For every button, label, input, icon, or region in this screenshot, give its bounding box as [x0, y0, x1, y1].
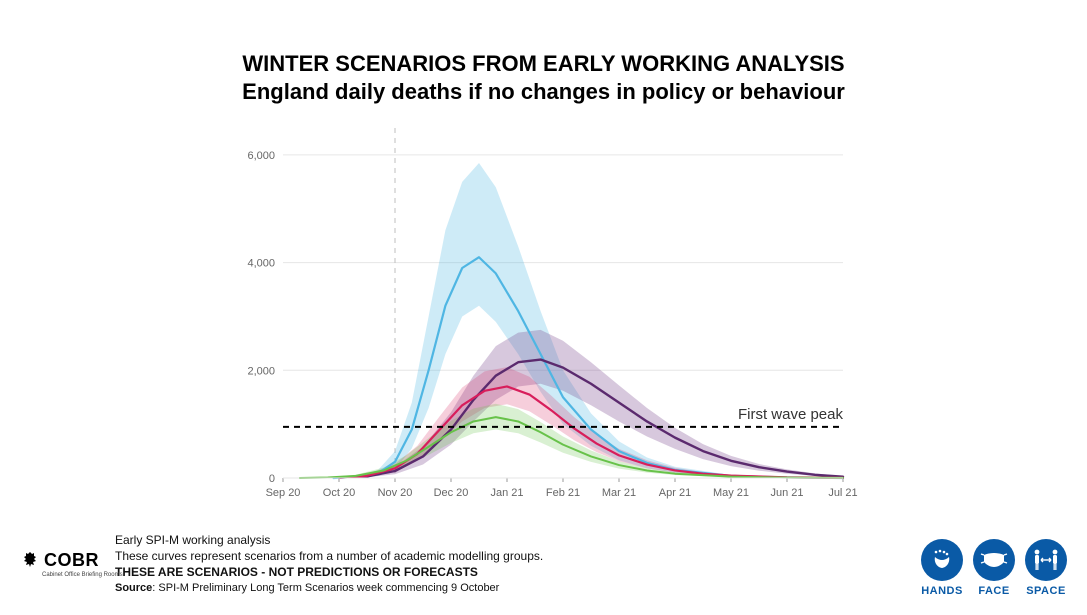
title-line-1: WINTER SCENARIOS FROM EARLY WORKING ANAL…: [0, 50, 1087, 78]
crest-icon: [22, 551, 38, 571]
xtick-label: May 21: [713, 487, 749, 499]
title-line-2: England daily deaths if no changes in po…: [0, 78, 1087, 106]
footer-source-label: Source: [115, 582, 152, 594]
footer-source: Source: SPI-M Preliminary Long Term Scen…: [115, 581, 543, 596]
ytick-label: 6,000: [247, 150, 275, 162]
cobr-label: COBR: [44, 550, 99, 571]
xtick-label: Jan 21: [490, 487, 523, 499]
hfs-label-face: FACE: [978, 585, 1009, 597]
slide: WINTER SCENARIOS FROM EARLY WORKING ANAL…: [0, 0, 1087, 615]
xtick-label: Feb 21: [546, 487, 580, 499]
hands-face-space: HANDS FACE SPACE: [921, 539, 1067, 597]
face-icon: [973, 539, 1015, 581]
space-icon: [1025, 539, 1067, 581]
hands-icon: [921, 539, 963, 581]
ytick-label: 2,000: [247, 365, 275, 377]
footer-source-text: : SPI-M Preliminary Long Term Scenarios …: [152, 582, 499, 594]
hfs-label-hands: HANDS: [921, 585, 963, 597]
xtick-label: Oct 20: [323, 487, 355, 499]
hfs-hands: HANDS: [921, 539, 963, 597]
cobr-logo: COBR Cabinet Office Briefing Rooms: [22, 550, 99, 571]
hfs-face: FACE: [973, 539, 1015, 597]
ytick-label: 0: [269, 473, 275, 485]
first-wave-peak-label: First wave peak: [738, 406, 844, 423]
chart: First wave peak 0 2,000 4,000 6,000 Sep 20 Oct…: [235, 118, 875, 518]
xtick-label: Dec 20: [434, 487, 469, 499]
footer-line-3: THESE ARE SCENARIOS - NOT PREDICTIONS OR…: [115, 564, 543, 580]
xtick-label: Jul 21: [828, 487, 857, 499]
xtick-label: Jun 21: [770, 487, 803, 499]
hfs-space: SPACE: [1025, 539, 1067, 597]
footer-text: Early SPI-M working analysis These curve…: [115, 532, 543, 595]
xtick-label: Sep 20: [266, 487, 301, 499]
hfs-label-space: SPACE: [1026, 585, 1066, 597]
xtick-label: Apr 21: [659, 487, 691, 499]
xtick-label: Mar 21: [602, 487, 636, 499]
xtick-label: Nov 20: [378, 487, 413, 499]
title-block: WINTER SCENARIOS FROM EARLY WORKING ANAL…: [0, 50, 1087, 105]
footer-line-2: These curves represent scenarios from a …: [115, 548, 543, 564]
footer-line-1: Early SPI-M working analysis: [115, 532, 543, 548]
chart-svg: First wave peak 0 2,000 4,000 6,000 Sep 20 Oct…: [235, 118, 875, 518]
cobr-sub: Cabinet Office Briefing Rooms: [42, 572, 123, 578]
ytick-label: 4,000: [247, 258, 275, 270]
